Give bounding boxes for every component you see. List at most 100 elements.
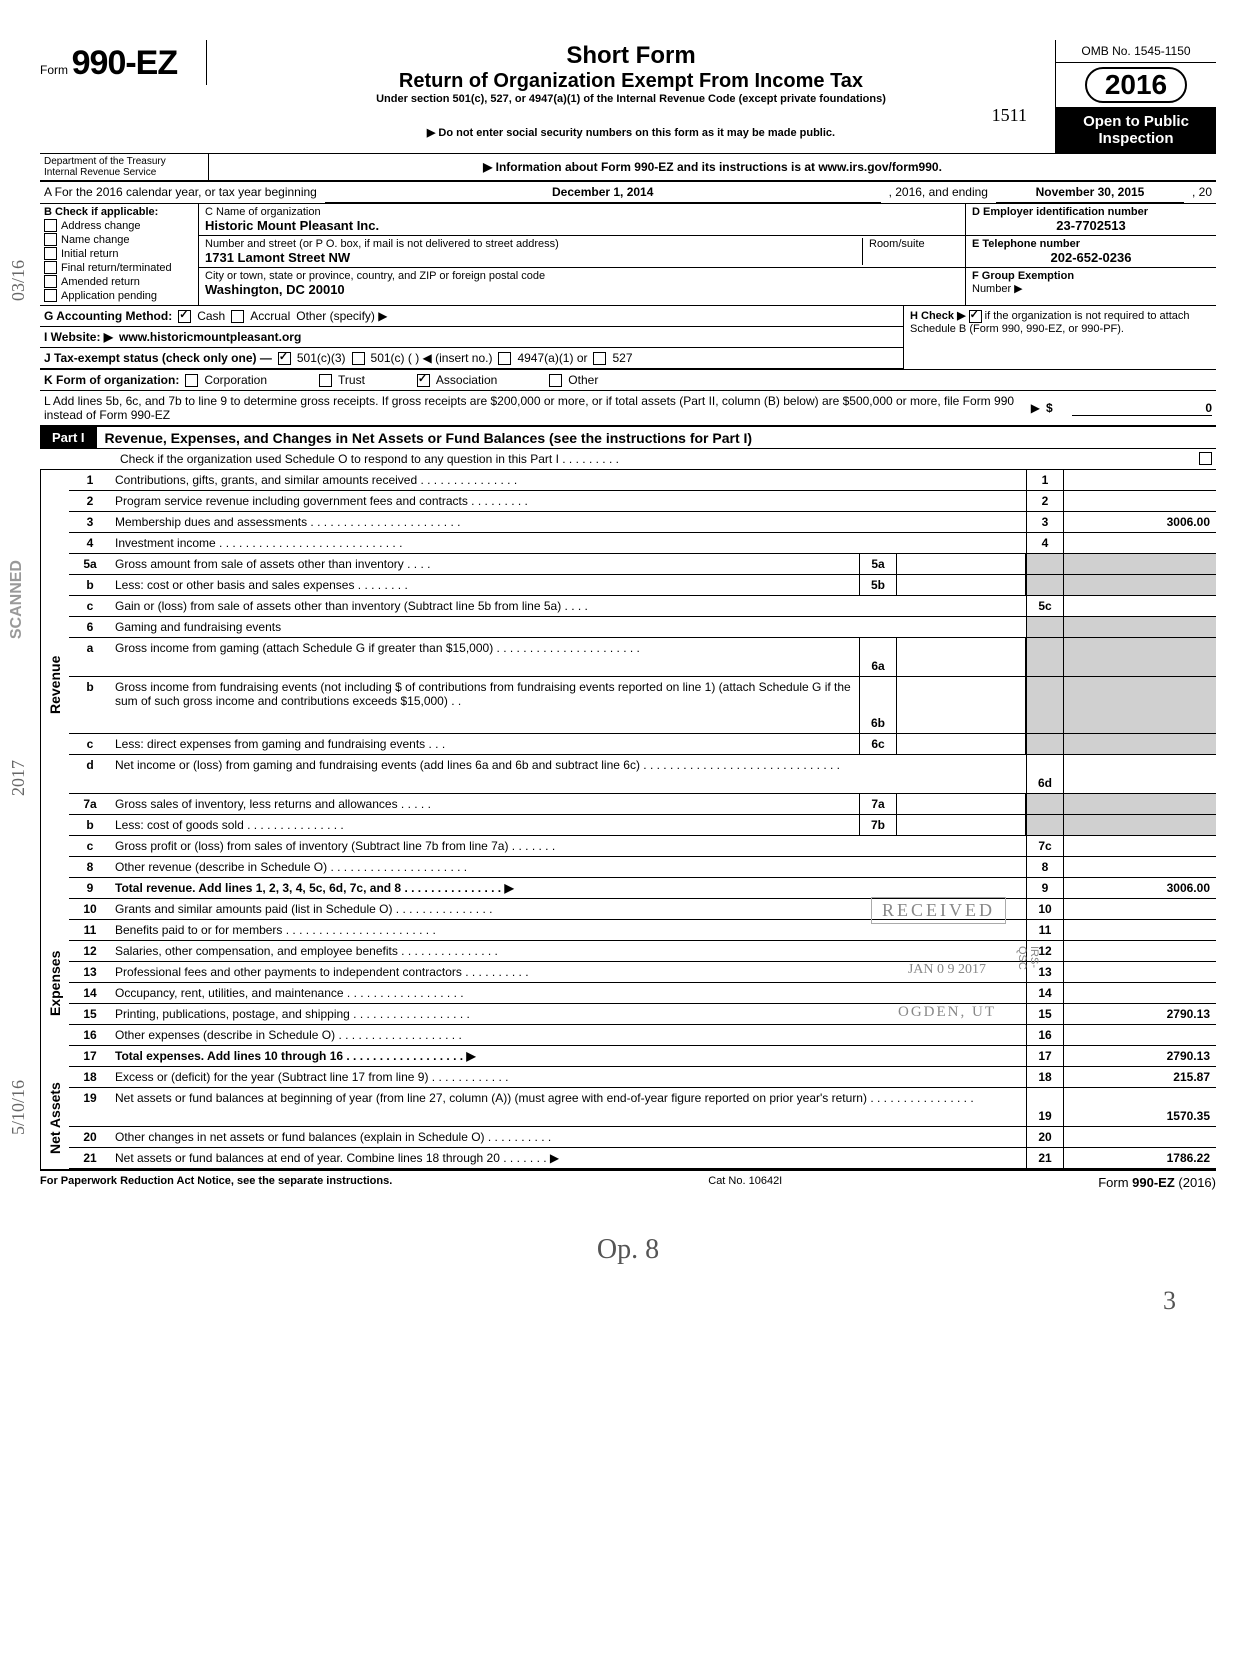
line-8: 8 Other revenue (describe in Schedule O)…: [69, 857, 1216, 878]
checkbox-h[interactable]: [969, 310, 982, 323]
line-value: [1063, 941, 1216, 961]
checkbox-cash[interactable]: [178, 310, 191, 323]
line-box: 19: [1026, 1088, 1063, 1126]
dept-treasury: Department of the Treasury Internal Reve…: [40, 154, 209, 180]
stamp-ogden: OGDEN, UT: [898, 1004, 996, 1021]
check-application-pending[interactable]: Application pending: [44, 289, 194, 302]
row-a-label: A For the 2016 calendar year, or tax yea…: [40, 182, 321, 203]
check-label: Initial return: [61, 248, 118, 260]
line-num: 11: [69, 920, 111, 940]
checkbox-4947[interactable]: [498, 352, 511, 365]
line-desc: Excess or (deficit) for the year (Subtra…: [111, 1067, 1026, 1087]
check-address-change[interactable]: Address change: [44, 219, 194, 232]
line-desc: Printing, publications, postage, and shi…: [111, 1004, 1026, 1024]
line-num: 14: [69, 983, 111, 1003]
line-desc: Total expenses. Add lines 10 through 16 …: [111, 1046, 1026, 1066]
expenses-section: Expenses 10 Grants and similar amounts p…: [40, 899, 1216, 1067]
line-num: c: [69, 596, 111, 616]
ein-value: 23-7702513: [972, 218, 1210, 233]
checkbox-corp[interactable]: [185, 374, 198, 387]
margin-note-1: 03/16: [8, 260, 29, 301]
line-box: 1: [1026, 470, 1063, 490]
checkbox-assoc[interactable]: [417, 374, 430, 387]
row-l-text: L Add lines 5b, 6c, and 7b to line 9 to …: [44, 394, 1025, 422]
checkbox-501c[interactable]: [352, 352, 365, 365]
row-j-label: J Tax-exempt status (check only one) —: [44, 351, 272, 365]
margin-note-3: 2017: [8, 760, 29, 796]
line-value: 215.87: [1063, 1067, 1216, 1087]
check-label: Application pending: [61, 290, 157, 302]
line-desc: Gaming and fundraising events: [111, 617, 1026, 637]
check-amended-return[interactable]: Amended return: [44, 275, 194, 288]
line-value: 2790.13: [1063, 1004, 1216, 1024]
line-num: 7a: [69, 794, 111, 814]
line-desc: Net assets or fund balances at beginning…: [111, 1088, 1026, 1126]
line-text: Salaries, other compensation, and employ…: [115, 944, 498, 958]
row-a-end: November 30, 2015: [996, 182, 1184, 203]
check-label: Address change: [61, 220, 141, 232]
line-box: 3: [1026, 512, 1063, 532]
check-initial-return[interactable]: Initial return: [44, 247, 194, 260]
check-name-change[interactable]: Name change: [44, 233, 194, 246]
year-badge: 2016: [1085, 67, 1187, 103]
line-value: [1063, 533, 1216, 553]
line-box: 9: [1026, 878, 1063, 898]
line-box: 21: [1026, 1148, 1063, 1168]
line-value-shaded: [1063, 815, 1216, 835]
form-page: Form 990-EZ Short Form Return of Organiz…: [40, 40, 1216, 1316]
line-value: [1063, 962, 1216, 982]
left-gijk: G Accounting Method: Cash Accrual Other …: [40, 306, 903, 369]
net-assets-lines: 18 Excess or (deficit) for the year (Sub…: [69, 1067, 1216, 1169]
title-short-form: Short Form: [215, 42, 1047, 70]
line-desc: Gross sales of inventory, less returns a…: [111, 794, 859, 814]
revenue-lines: 1 Contributions, gifts, grants, and simi…: [69, 470, 1216, 899]
row-l-value: 0: [1072, 401, 1212, 416]
checkbox-501c3[interactable]: [278, 352, 291, 365]
row-a-tail: , 20: [1188, 182, 1216, 203]
stamp-irs-qsc: IRS-QSC: [1016, 946, 1040, 982]
line-7c: c Gross profit or (loss) from sales of i…: [69, 836, 1216, 857]
line-num: 13: [69, 962, 111, 982]
title-cell: Short Form Return of Organization Exempt…: [207, 40, 1055, 143]
line-desc: Salaries, other compensation, and employ…: [111, 941, 1026, 961]
row-k-form-org: K Form of organization: Corporation Trus…: [40, 370, 1216, 391]
check-label: Name change: [61, 234, 130, 246]
checkbox-accrual[interactable]: [231, 310, 244, 323]
line-desc: Gross income from fundraising events (no…: [111, 677, 859, 733]
line-box-shaded: [1026, 617, 1063, 637]
name-block: C Name of organization Historic Mount Pl…: [199, 204, 965, 236]
line-7b: b Less: cost of goods sold . . . . . . .…: [69, 815, 1216, 836]
line-num: 15: [69, 1004, 111, 1024]
checkbox-527[interactable]: [593, 352, 606, 365]
line-num: 17: [69, 1046, 111, 1066]
check-label: Final return/terminated: [61, 262, 172, 274]
check-final-return[interactable]: Final return/terminated: [44, 261, 194, 274]
omb-number: OMB No. 1545-1150: [1056, 40, 1216, 63]
line-desc: Membership dues and assessments . . . . …: [111, 512, 1026, 532]
line-value-shaded: [1063, 617, 1216, 637]
line-num: c: [69, 836, 111, 856]
mini-value: [897, 734, 1026, 754]
opt-accrual: Accrual: [250, 309, 290, 323]
checkbox-icon: [44, 261, 57, 274]
section-bcd: B Check if applicable: Address change Na…: [40, 204, 1216, 306]
line-num: b: [69, 575, 111, 595]
line-value-shaded: [1063, 794, 1216, 814]
mini-value: [897, 554, 1026, 574]
website-value: www.historicmountpleasant.org: [119, 330, 301, 344]
line-box: 11: [1026, 920, 1063, 940]
checkbox-schedule-o[interactable]: [1199, 452, 1212, 465]
footer-left: For Paperwork Reduction Act Notice, see …: [40, 1175, 392, 1190]
checkbox-trust[interactable]: [319, 374, 332, 387]
line-value: [1063, 1127, 1216, 1147]
line-value: 1570.35: [1063, 1088, 1216, 1126]
line-desc: Less: cost of goods sold . . . . . . . .…: [111, 815, 859, 835]
line-box: 10: [1026, 899, 1063, 919]
line-value: [1063, 857, 1216, 877]
checkbox-other-org[interactable]: [549, 374, 562, 387]
line-6a: a Gross income from gaming (attach Sched…: [69, 638, 1216, 677]
line-num: 5a: [69, 554, 111, 574]
open-public-2: Inspection: [1058, 130, 1214, 147]
line-value: [1063, 983, 1216, 1003]
line-1: 1 Contributions, gifts, grants, and simi…: [69, 470, 1216, 491]
